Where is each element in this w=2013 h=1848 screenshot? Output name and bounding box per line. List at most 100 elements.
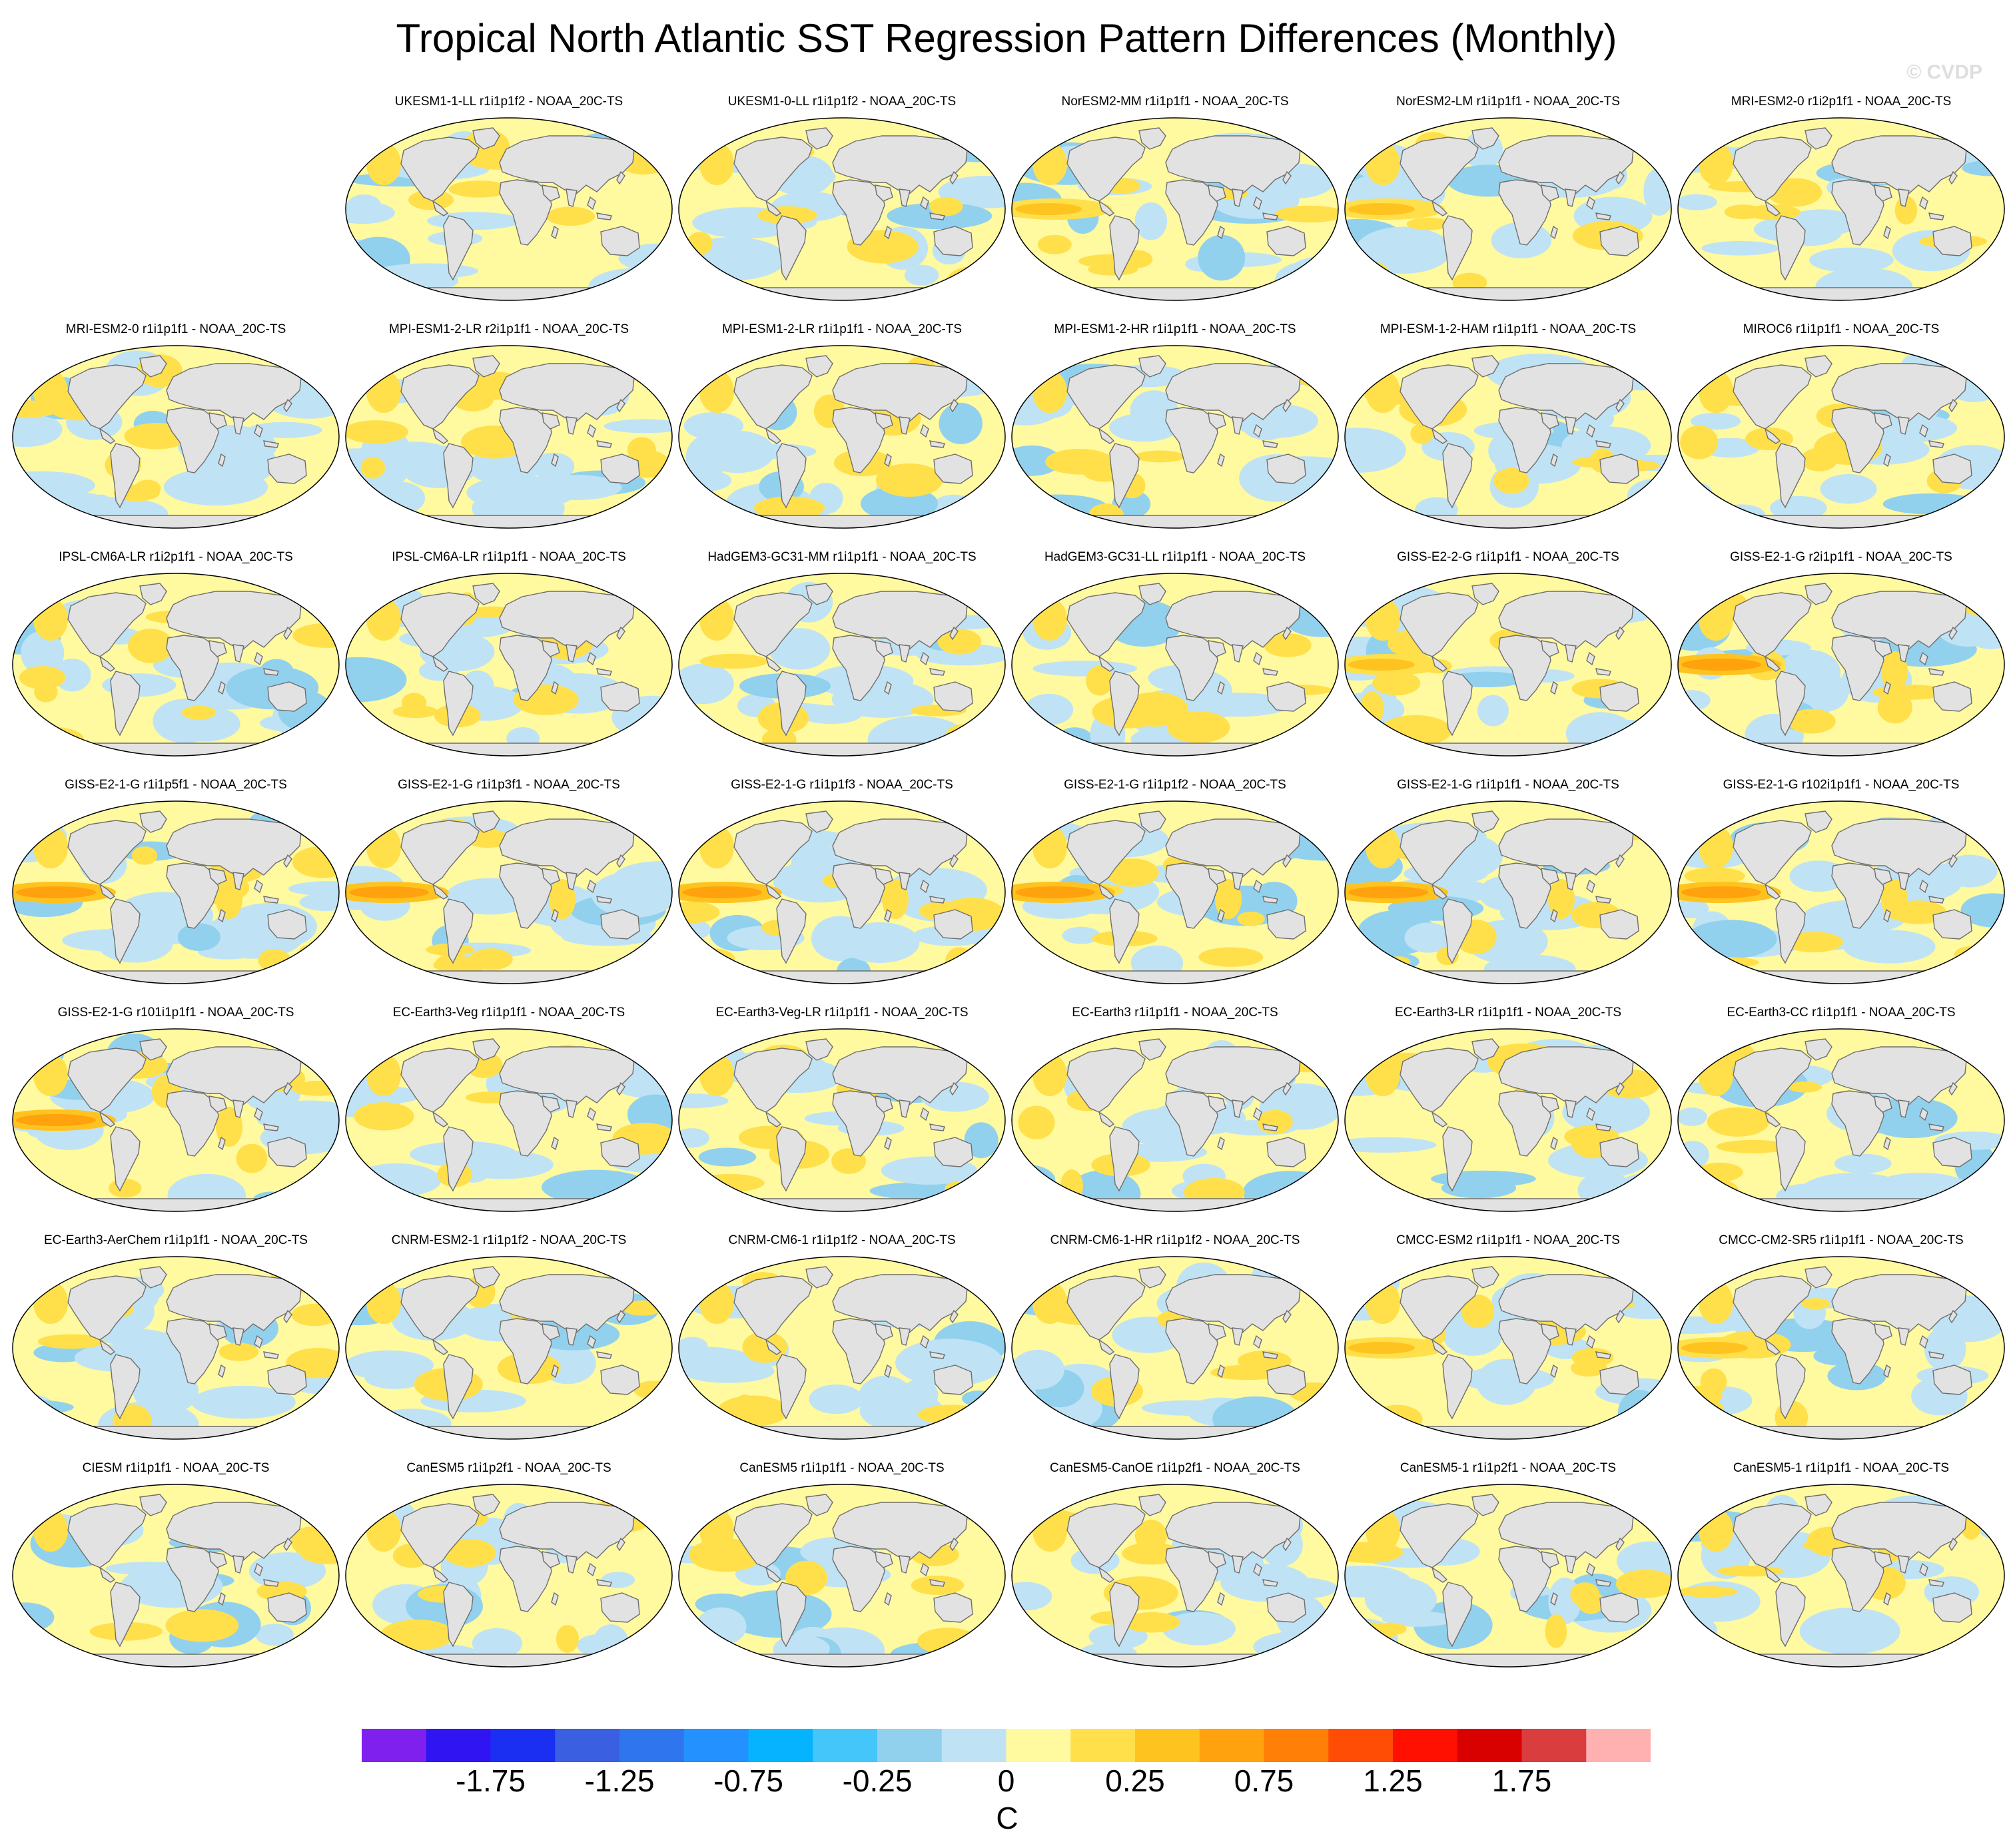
warm-anomaly xyxy=(366,1281,401,1324)
warm-anomaly xyxy=(448,180,510,198)
map-border xyxy=(1011,800,1339,984)
regression-map xyxy=(678,800,1006,984)
cool-anomaly xyxy=(1404,922,1452,953)
warm-anomaly xyxy=(360,457,386,479)
regression-map xyxy=(345,1028,673,1212)
warm-anomaly xyxy=(1198,947,1264,967)
warm-anomaly xyxy=(1410,423,1434,444)
warm-anomaly xyxy=(1348,886,1428,898)
map-border xyxy=(1011,1484,1339,1668)
cool-anomaly xyxy=(1877,1182,1908,1211)
warm-anomaly xyxy=(917,1404,986,1425)
cool-anomaly xyxy=(472,1628,523,1659)
cool-anomaly xyxy=(1967,489,2004,528)
map-panel-title: EC-Earth3-LR r1i1p1f1 - NOAA_20C-TS xyxy=(1394,1006,1621,1020)
colorbar-swatch xyxy=(877,1729,943,1762)
map-border xyxy=(345,345,673,529)
warm-anomaly xyxy=(1699,370,1733,413)
map-panel-title: MPI-ESM1-2-LR r2i1p1f1 - NOAA_20C-TS xyxy=(388,322,629,336)
map-panel: IPSL-CM6A-LR r1i1p1f1 - NOAA_20C-TS xyxy=(342,549,675,762)
regression-map xyxy=(12,1256,340,1440)
regression-map xyxy=(678,1028,1006,1212)
warm-anomaly xyxy=(1366,1054,1400,1096)
cool-anomaly xyxy=(1799,1608,1900,1655)
cool-anomaly xyxy=(1345,428,1406,473)
regression-map xyxy=(678,117,1006,301)
warm-anomaly xyxy=(16,1114,96,1126)
cool-anomaly xyxy=(679,1093,729,1109)
warm-anomaly xyxy=(1493,467,1529,494)
warm-anomaly xyxy=(1724,204,1763,220)
map-panel: CNRM-CM6-1 r1i1p1f2 - NOAA_20C-TS xyxy=(675,1232,1008,1445)
cool-anomaly xyxy=(1690,412,1741,430)
colorbar-tick-label: 0.25 xyxy=(1105,1763,1165,1798)
map-panel: EC-Earth3 r1i1p1f1 - NOAA_20C-TS xyxy=(1008,1004,1342,1217)
map-border xyxy=(678,1484,1006,1668)
warm-anomaly xyxy=(1060,1169,1083,1203)
warm-anomaly xyxy=(1801,1298,1830,1309)
map-panel-title: CanESM5-CanOE r1i1p2f1 - NOAA_20C-TS xyxy=(1050,1461,1300,1475)
map-border xyxy=(345,1028,673,1212)
cool-anomaly xyxy=(1820,473,1877,504)
cool-anomaly xyxy=(895,1339,1004,1386)
regression-map xyxy=(1344,800,1672,984)
warm-anomaly xyxy=(1366,1281,1400,1324)
map-panel: GISS-E2-1-G r1i1p5f1 - NOAA_20C-TS xyxy=(9,776,342,990)
warm-anomaly xyxy=(1122,692,1189,727)
warm-anomaly xyxy=(645,1191,672,1209)
warm-anomaly xyxy=(753,496,825,520)
regression-map xyxy=(1011,117,1339,301)
colorbar-tick-label: 1.75 xyxy=(1491,1763,1552,1798)
map-border xyxy=(678,117,1006,301)
cool-anomaly xyxy=(840,922,920,963)
map-panel: GISS-E2-1-G r2i1p1f1 - NOAA_20C-TS xyxy=(1675,549,2008,762)
regression-map xyxy=(678,573,1006,757)
warm-anomaly xyxy=(1545,1614,1567,1648)
map-panel-title: IPSL-CM6A-LR r1i1p1f1 - NOAA_20C-TS xyxy=(392,550,626,564)
map-panel-title: CanESM5 r1i1p2f1 - NOAA_20C-TS xyxy=(406,1461,611,1475)
cool-anomaly xyxy=(364,1367,426,1389)
regression-map xyxy=(345,800,673,984)
map-panel: UKESM1-0-LL r1i1p1f2 - NOAA_20C-TS xyxy=(675,93,1008,306)
warm-anomaly xyxy=(1379,715,1452,747)
warm-anomaly xyxy=(742,1331,787,1363)
colorbar-tick-label: 1.25 xyxy=(1363,1763,1423,1798)
map-border xyxy=(678,800,1006,984)
colorbar-tick-label: 0 xyxy=(997,1763,1015,1798)
cool-anomaly xyxy=(177,923,220,952)
warm-anomaly xyxy=(1307,364,1338,382)
warm-anomaly xyxy=(1032,370,1067,413)
regression-map xyxy=(1677,1256,2005,1440)
warm-anomaly xyxy=(699,1509,734,1552)
warm-anomaly xyxy=(1372,1404,1423,1434)
regression-map xyxy=(345,1484,673,1668)
map-panel-title: CMCC-CM2-SR5 r1i1p1f1 - NOAA_20C-TS xyxy=(1719,1233,1964,1247)
colorbar-swatch xyxy=(1264,1729,1329,1762)
colorbar-swatch xyxy=(1457,1729,1522,1762)
colorbar-swatch xyxy=(490,1729,556,1762)
map-panel: UKESM1-1-LL r1i1p1f2 - NOAA_20C-TS xyxy=(342,93,675,306)
map-border xyxy=(1344,117,1672,301)
cool-anomaly xyxy=(1701,240,1779,256)
warm-anomaly xyxy=(1237,911,1265,926)
colorbar-swatch xyxy=(1586,1729,1651,1762)
cool-anomaly xyxy=(62,929,159,952)
map-border xyxy=(678,345,1006,529)
regression-map xyxy=(12,573,340,757)
cool-anomaly xyxy=(857,1375,914,1420)
colorbar-swatch xyxy=(1135,1729,1200,1762)
warm-anomaly xyxy=(298,944,326,958)
regression-map xyxy=(1677,1028,2005,1212)
warm-anomaly xyxy=(1366,598,1400,641)
regression-map xyxy=(1344,1484,1672,1668)
regression-map xyxy=(1677,573,2005,757)
warm-anomaly xyxy=(1360,691,1384,725)
colorbar-swatch xyxy=(619,1729,685,1762)
map-panel-title: HadGEM3-GC31-LL r1i1p1f1 - NOAA_20C-TS xyxy=(1044,550,1306,564)
warm-anomaly xyxy=(1264,633,1312,657)
cool-anomaly xyxy=(1960,893,2004,928)
warm-anomaly xyxy=(1699,1281,1733,1324)
regression-map xyxy=(1011,1256,1339,1440)
cool-anomaly xyxy=(427,212,521,230)
map-panel: GISS-E2-1-G r1i1p1f3 - NOAA_20C-TS xyxy=(675,776,1008,990)
